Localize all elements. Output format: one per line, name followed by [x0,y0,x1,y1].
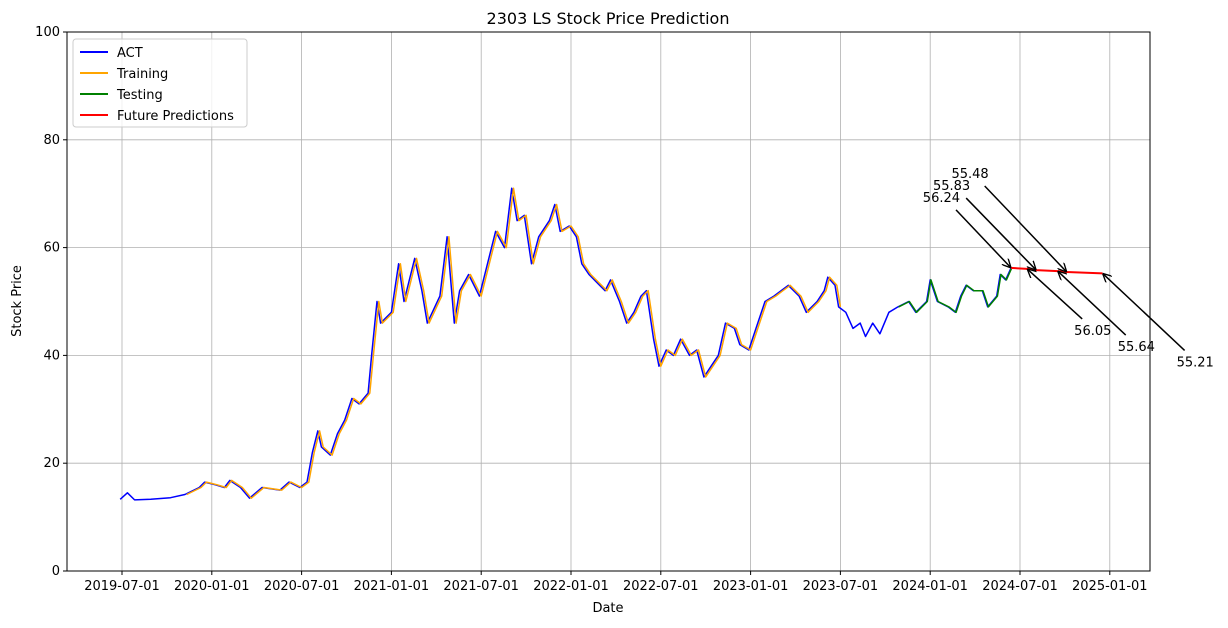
x-axis-label: Date [592,601,623,616]
legend: ACT Training Testing Future Predictions [72,38,248,128]
act-series-line [119,187,1012,501]
y-tick-label: 0 [52,564,60,579]
y-tick-label: 80 [43,133,60,148]
annotation-label: 55.21 [1177,355,1214,370]
y-tick-label: 40 [43,348,60,363]
x-tick-label: 2020-01-01 [174,579,250,594]
chart-title: 2303 LS Stock Price Prediction [487,9,730,28]
legend-label: Future Predictions [117,109,234,124]
series-lines [119,187,1103,501]
x-tick-label: 2021-07-01 [443,579,519,594]
x-tick-label: 2023-07-01 [803,579,879,594]
x-tick-label: 2024-07-01 [982,579,1058,594]
x-tick-label: 2022-07-01 [623,579,699,594]
y-tick-label: 20 [43,456,60,471]
legend-label: ACT [117,46,143,61]
axis-ticks: 0 20 40 60 80 100 2019-07-01 2020-01-01 2020-07-… [35,25,1147,594]
annotation-arrow [1027,269,1083,320]
legend-label: Training [116,67,168,82]
legend-box [72,38,248,128]
annotation-arrow [1058,271,1127,336]
annotation-arrow [984,185,1067,272]
annotation-arrow [1103,273,1186,351]
x-tick-label: 2022-01-01 [533,579,609,594]
y-tick-label: 100 [35,25,60,40]
annotation-label: 55.64 [1118,340,1155,355]
y-tick-label: 60 [43,241,60,256]
training-series-line [186,187,842,499]
plot-frame [66,31,1151,572]
legend-label: Testing [116,88,163,103]
annotation-arrow [955,209,1011,268]
x-tick-label: 2020-07-01 [264,579,340,594]
annotation-label: 55.48 [951,167,988,182]
annotation-label: 56.24 [923,191,960,206]
future-predictions-line [1010,266,1103,275]
annotation-arrow [965,197,1036,270]
annotation-label: 55.83 [933,179,970,194]
x-tick-label: 2025-01-01 [1072,579,1148,594]
x-tick-label: 2023-01-01 [713,579,789,594]
testing-series-line [898,267,1013,314]
annotation-label: 56.05 [1074,324,1111,339]
x-tick-label: 2019-07-01 [84,579,160,594]
annotations: 56.24 56.05 55.83 55.64 55.48 55.21 [923,167,1214,370]
x-tick-label: 2021-01-01 [354,579,430,594]
x-tick-label: 2024-01-01 [892,579,968,594]
y-axis-label: Stock Price [10,265,25,337]
